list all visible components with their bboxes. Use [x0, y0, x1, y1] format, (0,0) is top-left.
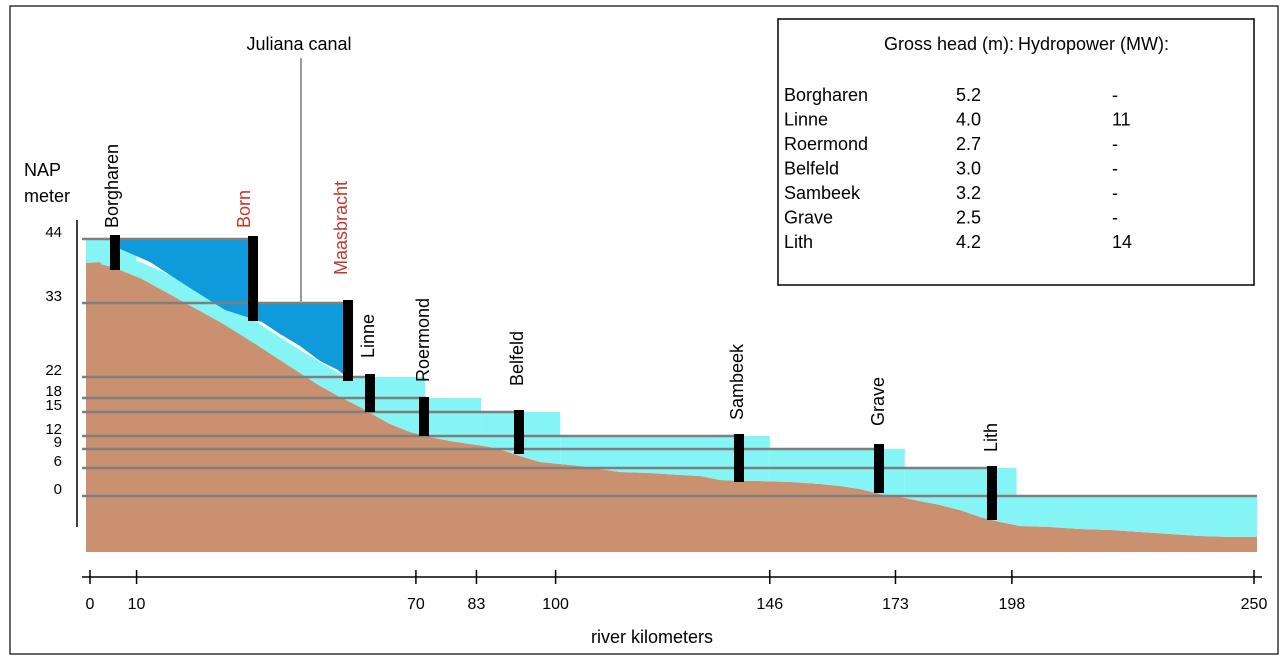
legend-table: Gross head (m): Hydropower (MW): Borghar… — [777, 18, 1255, 286]
legend-row-head: 2.7 — [956, 134, 981, 154]
level-label-9: 9 — [54, 434, 62, 451]
juliana-canal-label: Juliana canal — [246, 34, 351, 54]
legend-row-power: - — [1112, 183, 1118, 203]
lock-maasbracht — [343, 300, 353, 381]
x-tick-label-100: 100 — [542, 596, 569, 613]
lock-label-roermond: Roermond — [413, 298, 433, 382]
x-tick-label-0: 0 — [86, 596, 95, 613]
legend-row-name: Belfeld — [784, 159, 839, 179]
legend-box — [777, 18, 1255, 286]
legend-row-head: 3.2 — [956, 183, 981, 203]
level-label-18: 18 — [45, 383, 62, 400]
legend-row-name: Linne — [784, 110, 828, 130]
water-level-lines — [82, 237, 1257, 498]
juliana-canal-upper — [118, 239, 250, 318]
lock-label-lith: Lith — [981, 423, 1001, 452]
level-label-33: 33 — [45, 288, 62, 305]
lock-belfeld — [514, 410, 524, 454]
legend-row-name: Sambeek — [784, 183, 861, 203]
x-tick-label-198: 198 — [999, 596, 1026, 613]
legend-row-head: 2.5 — [956, 208, 981, 228]
legend-row-name: Grave — [784, 208, 833, 228]
legend-row-name: Borgharen — [784, 85, 868, 105]
level-label-6: 6 — [54, 453, 62, 470]
legend-row-power: 14 — [1112, 232, 1132, 252]
river-under-canal — [100, 256, 372, 414]
juliana-canal-lower — [250, 303, 346, 377]
lock-label-sambeek: Sambeek — [727, 343, 747, 420]
lock-grave — [874, 444, 884, 493]
lock-sambeek — [734, 434, 744, 482]
legend-row-power: - — [1112, 159, 1118, 179]
legend-row-head: 3.0 — [956, 159, 981, 179]
legend-row-name: Roermond — [784, 134, 868, 154]
river-reach — [1016, 496, 1257, 537]
lock-labels: Borgharen Born Maasbracht Linne Roermond Belf… — [102, 144, 1001, 452]
legend-header-power: Hydropower (MW): — [1018, 34, 1169, 54]
lock-label-borgharen: Borgharen — [102, 144, 122, 228]
level-label-12: 12 — [45, 421, 62, 438]
legend-rows: Borgharen 5.2 - Linne 4.0 11 Roermond 2.7 - Belfe… — [784, 85, 1132, 252]
riverbed-terrain — [86, 262, 1257, 552]
y-axis-label-meter: meter — [24, 186, 70, 206]
x-tick-label-250: 250 — [1241, 596, 1268, 613]
level-label-44: 44 — [45, 224, 62, 241]
level-label-22: 22 — [45, 362, 62, 379]
legend-row-power: - — [1112, 134, 1118, 154]
lock-label-maasbracht: Maasbracht — [331, 181, 351, 275]
legend-row-power: - — [1112, 85, 1118, 105]
river-reach — [425, 398, 482, 446]
river-reach — [769, 449, 905, 498]
lock-label-linne: Linne — [358, 314, 378, 358]
legend-row-head: 4.2 — [956, 232, 981, 252]
lock-roermond — [419, 397, 429, 436]
legend-row-name: Lith — [784, 232, 813, 252]
locks — [110, 235, 997, 520]
x-tick-label-10: 10 — [128, 596, 146, 613]
lock-lith — [987, 466, 997, 520]
lock-borgharen — [110, 235, 120, 270]
legend-row-head: 4.0 — [956, 110, 981, 130]
legend-row-power: 11 — [1112, 110, 1131, 130]
x-axis-label: river kilometers — [591, 627, 713, 647]
x-tick-label-173: 173 — [882, 596, 909, 613]
legend-row-head: 5.2 — [956, 85, 981, 105]
x-tick-label-146: 146 — [756, 596, 783, 613]
lock-label-born: Born — [234, 190, 254, 228]
lock-linne — [365, 374, 375, 412]
riverbed-profile — [86, 262, 1257, 552]
level-label-15: 15 — [45, 397, 62, 414]
lock-label-grave: Grave — [868, 377, 888, 426]
y-axis-label-nap: NAP — [24, 160, 61, 180]
level-label-0: 0 — [54, 481, 62, 498]
x-axis-ticks: 0 10 70 83 100 146 173 198 250 — [86, 570, 1268, 613]
river-reach — [560, 436, 770, 482]
legend-header-head: Gross head (m): — [884, 34, 1014, 54]
lock-born — [248, 236, 258, 321]
x-tick-label-70: 70 — [407, 596, 425, 613]
legend-row-power: - — [1112, 208, 1118, 228]
lock-label-belfeld: Belfeld — [507, 331, 527, 386]
x-tick-label-83: 83 — [468, 596, 486, 613]
